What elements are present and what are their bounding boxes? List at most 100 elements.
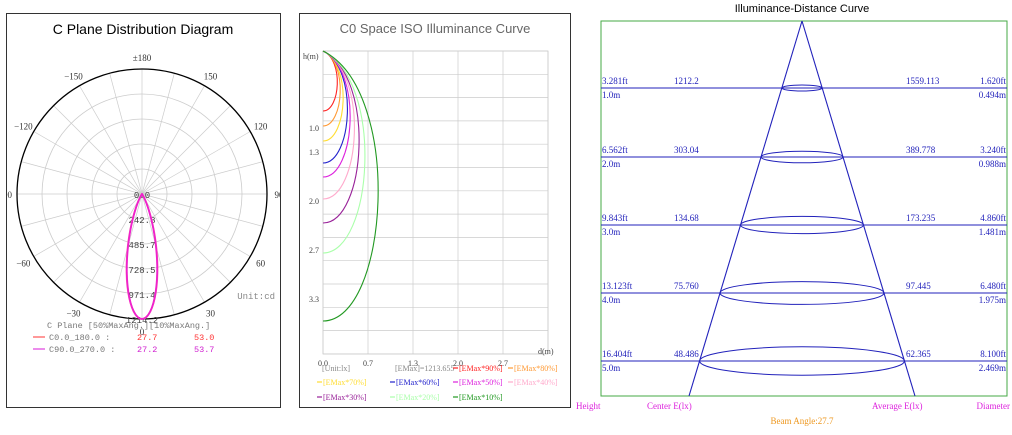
radial-label: 728.5 xyxy=(128,266,155,276)
grid-spoke xyxy=(21,193,143,227)
grid-spoke xyxy=(21,161,143,195)
iso-legend-item: [EMax*90%] xyxy=(459,364,503,373)
row-diam-ft: 4.860ft xyxy=(980,213,1006,223)
row-ellipse xyxy=(781,84,823,92)
angle-label: 150 xyxy=(204,71,218,81)
iso-y-tick: 1.3 xyxy=(309,148,319,157)
row-height-m: 4.0m xyxy=(602,295,620,305)
distance-diagram: Illuminance-Distance Curve 3.281ft 1.0m 121… xyxy=(576,3,1010,426)
angle-label: −120 xyxy=(14,122,33,132)
grid-spoke xyxy=(141,193,263,227)
row-height-m: 3.0m xyxy=(602,227,620,237)
legend-name: C0.0_180.0 : xyxy=(49,333,110,343)
radial-label: 1214.2 xyxy=(126,316,158,326)
legend-50: 27.7 xyxy=(137,333,157,343)
iso-curve xyxy=(322,50,366,254)
row-diam-m: 0.494m xyxy=(979,90,1006,100)
iso-legend-item: [EMax*70%] xyxy=(323,378,367,387)
iso-curve xyxy=(322,50,351,178)
iso-legend-item: [Unit:lx] xyxy=(322,364,350,373)
row-diam-ft: 1.620ft xyxy=(980,76,1006,86)
cone-right xyxy=(801,20,916,397)
grid-spoke xyxy=(141,131,251,195)
row-height-ft: 3.281ft xyxy=(602,76,628,86)
dist-frame xyxy=(600,20,1008,397)
row-center: 75.760 xyxy=(674,281,699,291)
grid-spoke xyxy=(141,161,263,195)
row-avg: 62.365 xyxy=(906,349,931,359)
iso-y-tick: 1.0 xyxy=(309,124,319,133)
footer-height: Height xyxy=(576,401,601,411)
polar-title: C Plane Distribution Diagram xyxy=(53,21,234,37)
row-height-m: 5.0m xyxy=(602,363,620,373)
row-center: 303.04 xyxy=(674,145,699,155)
iso-frame xyxy=(322,50,549,355)
grid-spoke xyxy=(79,85,143,195)
grid-spoke xyxy=(141,73,175,195)
grid-spoke xyxy=(109,193,143,315)
grid-spoke xyxy=(79,193,143,303)
radial-label: 242.8 xyxy=(128,216,155,226)
iso-curve xyxy=(322,50,379,322)
angle-label: −60 xyxy=(16,259,31,269)
angle-label: −30 xyxy=(66,309,81,319)
grid-spoke xyxy=(33,193,143,257)
row-center: 48.486 xyxy=(674,349,699,359)
angle-label: 120 xyxy=(254,122,268,132)
row-ellipse xyxy=(699,346,905,376)
row-avg: 97.445 xyxy=(906,281,931,291)
iso-x-tick: 0.0 xyxy=(318,359,328,368)
polar-panel: C Plane Distribution Diagram ±180 150 120 90… xyxy=(6,13,281,408)
row-avg: 1559.113 xyxy=(906,76,940,86)
row-center: 134.68 xyxy=(674,213,699,223)
polar-unit: Unit:cd xyxy=(237,292,275,302)
polar-diagram: C Plane Distribution Diagram ±180 150 120 90… xyxy=(7,21,280,355)
iso-legend-item: [EMax*60%] xyxy=(396,378,440,387)
row-diam-m: 2.469m xyxy=(979,363,1006,373)
row-diam-ft: 8.100ft xyxy=(980,349,1006,359)
iso-x-tick: 1.3 xyxy=(408,359,418,368)
iso-x-tick: 2.0 xyxy=(453,359,463,368)
grid-spoke xyxy=(141,105,231,195)
row-height-ft: 13.123ft xyxy=(602,281,633,291)
iso-diagram: C0 Space ISO Illuminance Curve h(m) d(m) 1.… xyxy=(303,21,558,402)
angle-label: ±180 xyxy=(133,53,152,63)
row-height-m: 1.0m xyxy=(602,90,620,100)
iso-x-label: d(m) xyxy=(538,347,554,356)
legend-10: 53.7 xyxy=(194,345,214,355)
cone-left xyxy=(688,20,803,397)
row-height-ft: 16.404ft xyxy=(602,349,633,359)
legend-header: C Plane [50%MaxAng.][10%MaxAng.] xyxy=(47,321,210,331)
grid-spoke xyxy=(141,193,205,303)
legend-50: 27.2 xyxy=(137,345,157,355)
grid-spoke xyxy=(141,85,205,195)
angle-label: −150 xyxy=(64,71,83,81)
iso-x-tick: 0.7 xyxy=(363,359,373,368)
row-center: 1212.2 xyxy=(674,76,699,86)
iso-legend-item: [EMax*10%] xyxy=(459,393,503,402)
row-diam-m: 1.481m xyxy=(979,227,1006,237)
iso-panel: C0 Space ISO Illuminance Curve h(m) d(m) 1.… xyxy=(299,13,571,408)
legend-name: C90.0_270.0 : xyxy=(49,345,115,355)
grid-spoke xyxy=(141,193,251,257)
grid-spoke xyxy=(33,131,143,195)
iso-curve xyxy=(322,50,344,142)
row-avg: 389.778 xyxy=(906,145,936,155)
legend-10: 53.0 xyxy=(194,333,214,343)
iso-legend-item: [EMax*30%] xyxy=(323,393,367,402)
iso-y-tick: 2.0 xyxy=(309,197,319,206)
row-height-m: 2.0m xyxy=(602,159,620,169)
radial-label: 0.0 xyxy=(134,191,150,201)
row-ellipse xyxy=(719,281,885,305)
grid-spoke xyxy=(141,193,231,283)
dist-title: Illuminance-Distance Curve xyxy=(735,3,870,15)
grid-spoke xyxy=(109,73,143,195)
radial-label: 485.7 xyxy=(128,241,155,251)
row-height-ft: 6.562ft xyxy=(602,145,628,155)
iso-curve xyxy=(322,50,355,200)
row-diam-ft: 3.240ft xyxy=(980,145,1006,155)
iso-legend-item: [EMax*40%] xyxy=(514,378,558,387)
angle-label: 30 xyxy=(206,309,216,319)
footer-center: Center E(lx) xyxy=(647,401,692,411)
iso-curve xyxy=(322,50,360,224)
